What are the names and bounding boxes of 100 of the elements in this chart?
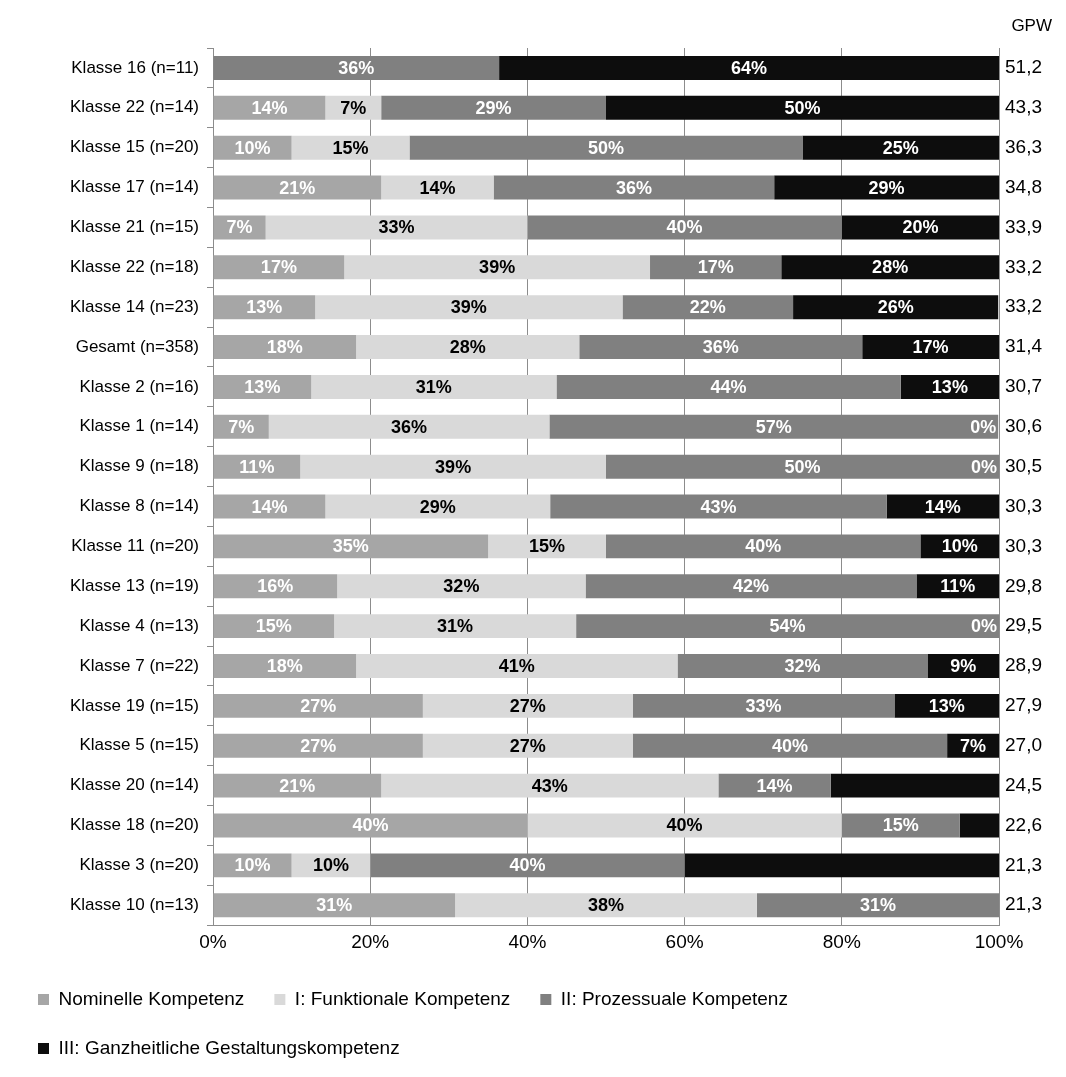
y2-tick-label: 27,0: [1005, 734, 1042, 756]
data-label: 16%: [257, 576, 294, 597]
bar: [291, 135, 410, 160]
y-tick-label: Klasse 3 (n=20): [79, 855, 199, 875]
y2-tick-label: 30,5: [1005, 454, 1042, 476]
data-label: 44%: [710, 376, 747, 397]
data-label: 33%: [378, 217, 415, 238]
data-label: 43%: [531, 775, 568, 796]
data-label: 7%: [226, 217, 253, 238]
data-label: 14%: [251, 496, 288, 517]
bar: [213, 813, 528, 838]
data-label: 10%: [312, 855, 349, 876]
legend-label: III: Ganzheitliche Gestaltungskompetenz: [58, 1036, 400, 1058]
data-label: 20%: [902, 217, 939, 238]
data-label: 13%: [931, 376, 968, 397]
y-tick-label: Klasse 21 (n=15): [70, 217, 199, 237]
data-label: 27%: [509, 735, 546, 756]
data-label: 25%: [882, 137, 919, 158]
y-tick-label: Klasse 10 (n=13): [70, 894, 199, 914]
y2-tick-label: 31,4: [1005, 335, 1043, 357]
bar: [213, 255, 345, 280]
bar: [213, 654, 357, 678]
data-label: 36%: [391, 416, 428, 437]
bar: [213, 175, 382, 200]
data-label: 27%: [509, 695, 546, 716]
data-label: 33%: [745, 695, 782, 716]
y2-tick-label: 30,3: [1005, 534, 1042, 556]
y2-tick-label: 33,9: [1005, 215, 1042, 237]
y2-tick-label: 43,3: [1005, 96, 1042, 118]
data-label: 13%: [244, 376, 281, 397]
data-label: 35%: [332, 536, 369, 557]
x-tick-label: 20%: [351, 930, 390, 952]
data-label: 43%: [700, 496, 737, 517]
data-label: 38%: [587, 895, 625, 916]
legend-label: I: Funktionale Kompetenz: [294, 987, 511, 1009]
bar: [422, 693, 633, 718]
y-tick-label: Klasse 9 (n=18): [79, 456, 199, 476]
data-label: 15%: [882, 815, 919, 836]
data-label: 10%: [234, 137, 271, 158]
data-label: 31%: [859, 895, 896, 916]
bar: [718, 773, 831, 798]
bar: [862, 335, 999, 360]
data-label: 42%: [733, 576, 770, 597]
y-tick-label: Klasse 8 (n=14): [79, 496, 199, 516]
y-tick-label: Gesamt (n=358): [75, 336, 199, 356]
y2-tick-label: 28,9: [1005, 654, 1042, 676]
y2-tick-label: 30,7: [1005, 375, 1042, 397]
data-label: 28%: [449, 337, 486, 358]
data-label: 31%: [437, 616, 474, 637]
y-tick-label: Klasse 15 (n=20): [70, 137, 199, 157]
data-label: 21%: [279, 177, 316, 198]
data-label: 15%: [332, 137, 369, 158]
bar: [455, 893, 757, 918]
bar: [300, 454, 606, 479]
bar: [213, 534, 489, 559]
bar: [381, 175, 494, 200]
y-tick-label: Klasse 17 (n=14): [70, 177, 199, 197]
y2-axis-title: GPW: [1011, 15, 1052, 35]
data-label: 14%: [251, 97, 288, 118]
data-label: 7%: [340, 97, 367, 118]
y-tick-label: Klasse 22 (n=14): [70, 97, 199, 117]
bar: [959, 813, 999, 838]
y2-tick-label: 24,5: [1005, 773, 1042, 795]
bar: [422, 733, 633, 758]
legend-label: II: Prozessuale Kompetenz: [560, 987, 788, 1009]
data-label: 40%: [352, 815, 389, 836]
bar: [334, 614, 577, 639]
bar: [793, 295, 999, 320]
data-label: 17%: [912, 337, 949, 358]
y2-tick-label: 29,8: [1005, 574, 1042, 596]
x-tick-label: 40%: [508, 930, 547, 952]
data-label: 32%: [784, 656, 821, 676]
x-tick-label: 80%: [822, 930, 861, 952]
data-label: 50%: [784, 97, 821, 118]
bar: [213, 335, 357, 360]
y2-tick-label: 34,8: [1005, 175, 1042, 197]
bar: [213, 893, 456, 918]
y-tick-label: Klasse 22 (n=18): [70, 256, 199, 276]
bar: [774, 175, 999, 200]
bar: [606, 95, 999, 120]
bar: [488, 534, 606, 559]
data-label: 7%: [228, 416, 255, 437]
data-label: 21%: [279, 775, 316, 796]
data-label: 18%: [266, 656, 303, 676]
data-label: 50%: [587, 137, 625, 158]
bar: [527, 813, 842, 838]
y2-tick-label: 30,3: [1005, 494, 1042, 516]
y2-tick-label: 21,3: [1005, 853, 1042, 875]
y2-tick-label: 30,6: [1005, 415, 1042, 437]
bar: [311, 374, 557, 399]
y2-tick-label: 33,2: [1005, 255, 1042, 277]
x-tick-label: 0%: [199, 930, 227, 952]
data-label: 10%: [941, 536, 978, 557]
data-label: 27%: [300, 695, 337, 716]
bar: [325, 494, 551, 519]
data-label: 54%: [769, 616, 806, 637]
data-label: 18%: [266, 337, 303, 358]
y-tick-label: Klasse 20 (n=14): [70, 775, 199, 795]
y2-tick-label: 51,2: [1005, 56, 1042, 78]
data-label: 31%: [316, 895, 353, 916]
